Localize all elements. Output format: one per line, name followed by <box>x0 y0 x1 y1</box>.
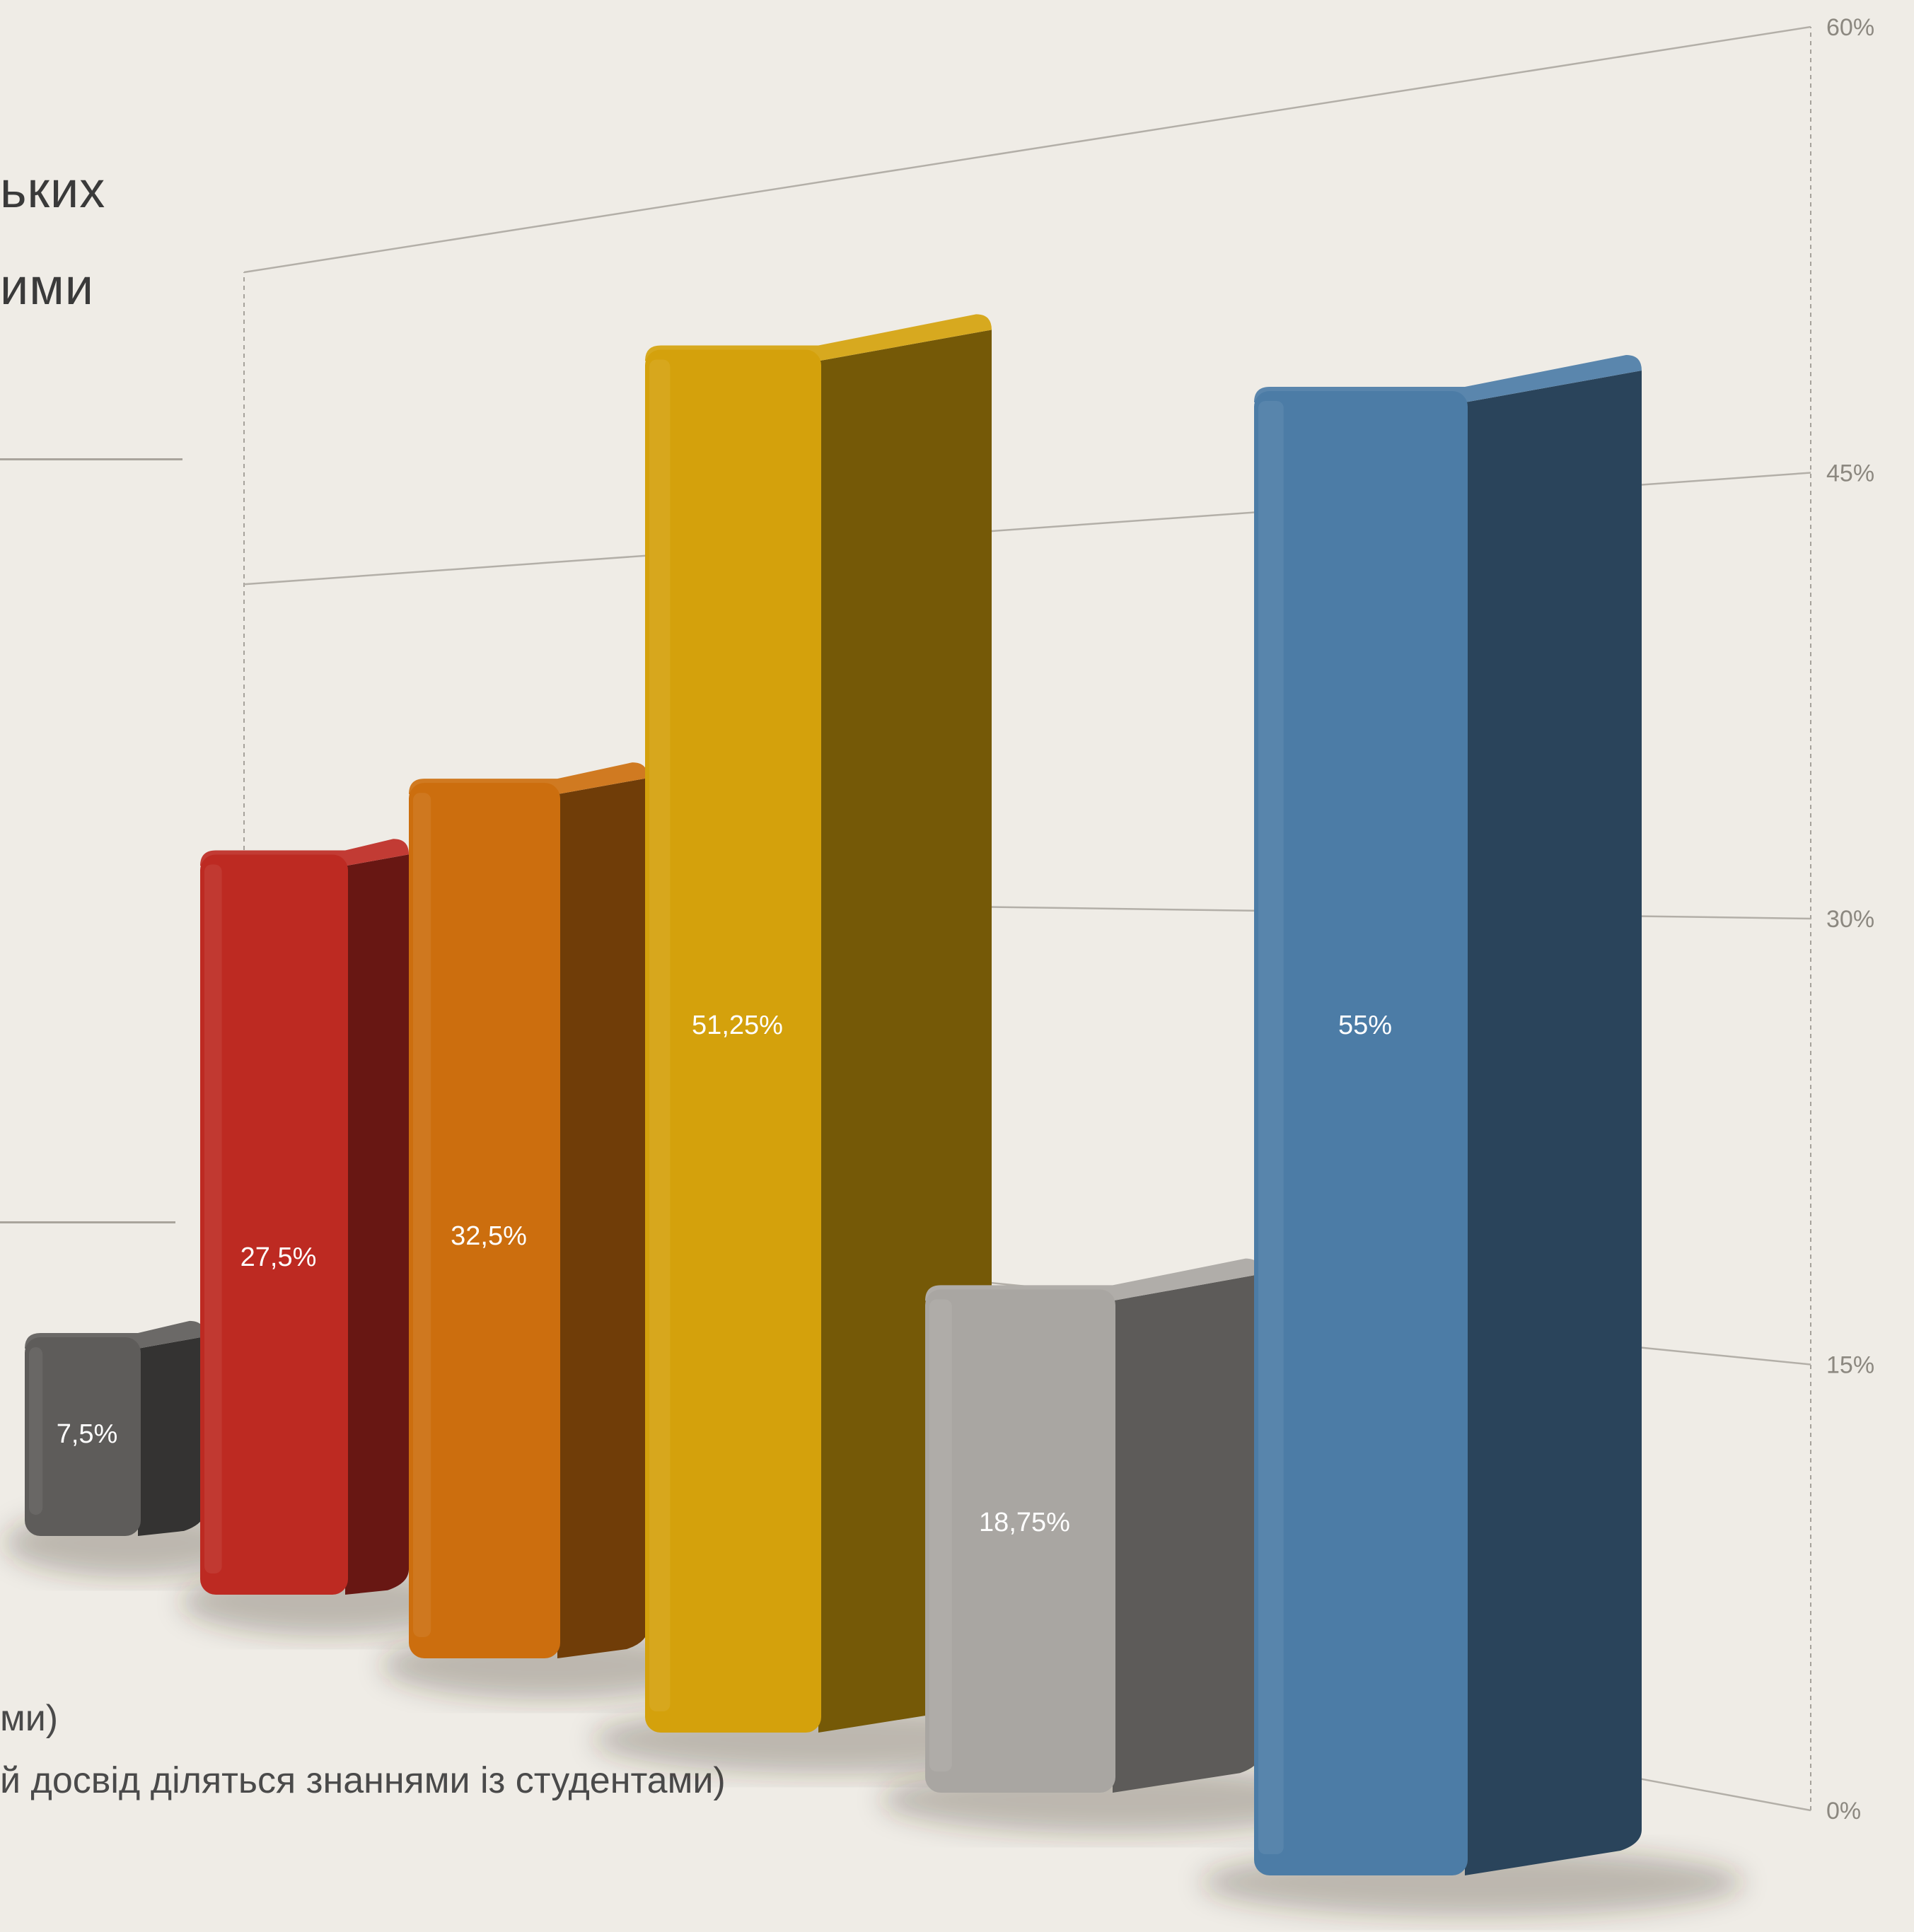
y-tick-label: 45% <box>1826 460 1874 487</box>
legend-fragment-1: ми) <box>0 1698 59 1739</box>
bar-front-face <box>25 1337 141 1536</box>
divider-bottom <box>0 1221 175 1223</box>
bar-side-face <box>557 778 648 1658</box>
chart-title-fragment-2: ими <box>0 259 94 315</box>
bar-data-label: 51,25% <box>692 1011 783 1040</box>
bar-front-face <box>409 783 560 1658</box>
gridline <box>243 25 1811 274</box>
bar-highlight <box>929 1299 952 1771</box>
bar <box>409 762 648 1658</box>
bar-top-face <box>1254 355 1642 402</box>
y-tick-label: 30% <box>1826 906 1874 933</box>
bar-data-label: 27,5% <box>240 1243 317 1272</box>
bar-data-label: 55% <box>1338 1011 1392 1040</box>
bar-side-face <box>345 854 409 1595</box>
bar-highlight <box>649 359 671 1712</box>
bar-highlight <box>413 793 431 1637</box>
bar-side-face <box>138 1336 205 1536</box>
bar <box>25 1320 205 1536</box>
legend-fragment-2: й досвід діляться знаннями із студентами… <box>0 1760 726 1801</box>
chart-title-fragment-1: ьких <box>0 162 106 219</box>
bar-data-label: 32,5% <box>451 1221 527 1251</box>
bar-front-face <box>925 1289 1115 1793</box>
bar-side-face <box>1465 371 1642 1875</box>
bar-highlight <box>29 1346 43 1515</box>
bar-top-face <box>645 314 992 361</box>
divider-top <box>0 458 182 460</box>
bar-front-face <box>1254 391 1468 1875</box>
bar-front-face <box>645 349 821 1733</box>
bar-side-face <box>1113 1274 1261 1793</box>
bar-highlight <box>1258 401 1284 1854</box>
bar-data-label: 7,5% <box>57 1419 118 1449</box>
y-tick-label: 15% <box>1826 1352 1874 1379</box>
bar <box>925 1258 1261 1793</box>
bar-layer <box>25 314 1642 1875</box>
bar-front-face <box>200 854 348 1595</box>
bar-highlight <box>204 864 222 1573</box>
bar-data-label: 18,75% <box>979 1508 1070 1537</box>
bar <box>200 839 409 1595</box>
y-tick-label: 0% <box>1826 1798 1861 1825</box>
y-tick-label: 60% <box>1826 14 1874 41</box>
label-layer: 7,5% 27,5% 32,5% 51,25% 18,75% 55% <box>57 1011 1392 1537</box>
bar <box>1254 355 1642 1875</box>
